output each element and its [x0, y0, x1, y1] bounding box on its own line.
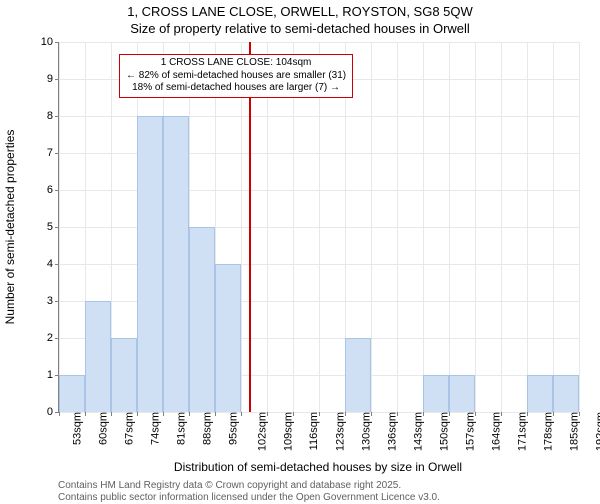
x-tick-mark: [111, 412, 112, 416]
x-tick-label: 150sqm: [435, 412, 451, 451]
annotation-line1: 1 CROSS LANE CLOSE: 104sqm: [126, 57, 346, 70]
x-tick-label: 123sqm: [331, 412, 347, 451]
x-tick-label: 130sqm: [357, 412, 373, 451]
x-tick-mark: [475, 412, 476, 416]
annotation-line2: ← 82% of semi-detached houses are smalle…: [126, 70, 346, 83]
x-tick-label: 81sqm: [172, 412, 188, 445]
attribution: Contains HM Land Registry data © Crown c…: [58, 480, 440, 504]
x-tick-label: 53sqm: [68, 412, 84, 445]
y-tick-label: 5: [47, 221, 59, 233]
gridline-v: [267, 42, 268, 412]
x-tick-mark: [345, 412, 346, 416]
y-axis-label: Number of semi-detached properties: [3, 130, 17, 325]
y-tick-label: 9: [47, 73, 59, 85]
x-tick-label: 67sqm: [120, 412, 136, 445]
x-tick-label: 109sqm: [279, 412, 295, 451]
x-tick-mark: [579, 412, 580, 416]
gridline-v: [371, 42, 372, 412]
x-tick-label: 164sqm: [487, 412, 503, 451]
gridline-v: [423, 42, 424, 412]
x-tick-label: 192sqm: [591, 412, 600, 451]
y-tick-label: 3: [47, 295, 59, 307]
x-tick-mark: [423, 412, 424, 416]
y-tick-label: 0: [47, 406, 59, 418]
chart-title-line1: 1, CROSS LANE CLOSE, ORWELL, ROYSTON, SG…: [0, 4, 600, 19]
histogram-bar: [345, 338, 371, 412]
gridline-v: [397, 42, 398, 412]
histogram-bar: [163, 116, 189, 412]
chart-title-line2: Size of property relative to semi-detach…: [0, 21, 600, 36]
x-tick-mark: [241, 412, 242, 416]
x-tick-mark: [293, 412, 294, 416]
x-tick-mark: [267, 412, 268, 416]
x-tick-label: 178sqm: [539, 412, 555, 451]
attribution-line2: Contains public sector information licen…: [58, 492, 440, 504]
x-tick-label: 136sqm: [383, 412, 399, 451]
gridline-v: [475, 42, 476, 412]
x-tick-mark: [189, 412, 190, 416]
histogram-bar: [189, 227, 215, 412]
x-tick-mark: [137, 412, 138, 416]
gridline-v: [293, 42, 294, 412]
y-tick-label: 4: [47, 258, 59, 270]
x-tick-label: 157sqm: [461, 412, 477, 451]
x-tick-mark: [163, 412, 164, 416]
x-tick-mark: [371, 412, 372, 416]
x-tick-mark: [215, 412, 216, 416]
gridline-v: [59, 42, 60, 412]
y-tick-label: 2: [47, 332, 59, 344]
y-tick-label: 1: [47, 369, 59, 381]
gridline-v: [501, 42, 502, 412]
x-tick-mark: [59, 412, 60, 416]
gridline-v: [579, 42, 580, 412]
x-tick-label: 143sqm: [409, 412, 425, 451]
histogram-bar: [423, 375, 449, 412]
x-tick-label: 74sqm: [146, 412, 162, 445]
y-tick-label: 6: [47, 184, 59, 196]
histogram-bar: [553, 375, 579, 412]
x-tick-label: 116sqm: [304, 412, 320, 450]
x-tick-label: 95sqm: [224, 412, 240, 445]
x-tick-mark: [397, 412, 398, 416]
x-tick-mark: [319, 412, 320, 416]
chart-container: 1, CROSS LANE CLOSE, ORWELL, ROYSTON, SG…: [0, 0, 600, 500]
histogram-bar: [59, 375, 85, 412]
x-tick-mark: [501, 412, 502, 416]
x-tick-mark: [553, 412, 554, 416]
gridline-v: [449, 42, 450, 412]
gridline-v: [527, 42, 528, 412]
plot-area: 01234567891053sqm60sqm67sqm74sqm81sqm88s…: [58, 42, 579, 413]
gridline-v: [553, 42, 554, 412]
x-tick-label: 171sqm: [513, 412, 529, 451]
attribution-line1: Contains HM Land Registry data © Crown c…: [58, 480, 440, 492]
x-tick-label: 102sqm: [253, 412, 269, 451]
y-tick-label: 8: [47, 110, 59, 122]
histogram-bar: [85, 301, 111, 412]
histogram-bar: [111, 338, 137, 412]
x-tick-mark: [449, 412, 450, 416]
x-tick-mark: [527, 412, 528, 416]
gridline-v: [319, 42, 320, 412]
annotation-line3: 18% of semi-detached houses are larger (…: [126, 82, 346, 95]
y-tick-label: 10: [41, 36, 59, 48]
annotation-box: 1 CROSS LANE CLOSE: 104sqm← 82% of semi-…: [119, 54, 353, 98]
x-tick-label: 185sqm: [565, 412, 581, 451]
x-tick-mark: [85, 412, 86, 416]
x-tick-label: 60sqm: [94, 412, 110, 445]
x-axis-label: Distribution of semi-detached houses by …: [58, 460, 578, 474]
histogram-bar: [449, 375, 475, 412]
gridline-v: [241, 42, 242, 412]
histogram-bar: [137, 116, 163, 412]
histogram-bar: [215, 264, 241, 412]
histogram-bar: [527, 375, 553, 412]
x-tick-label: 88sqm: [198, 412, 214, 445]
reference-line: [249, 42, 251, 412]
y-tick-label: 7: [47, 147, 59, 159]
